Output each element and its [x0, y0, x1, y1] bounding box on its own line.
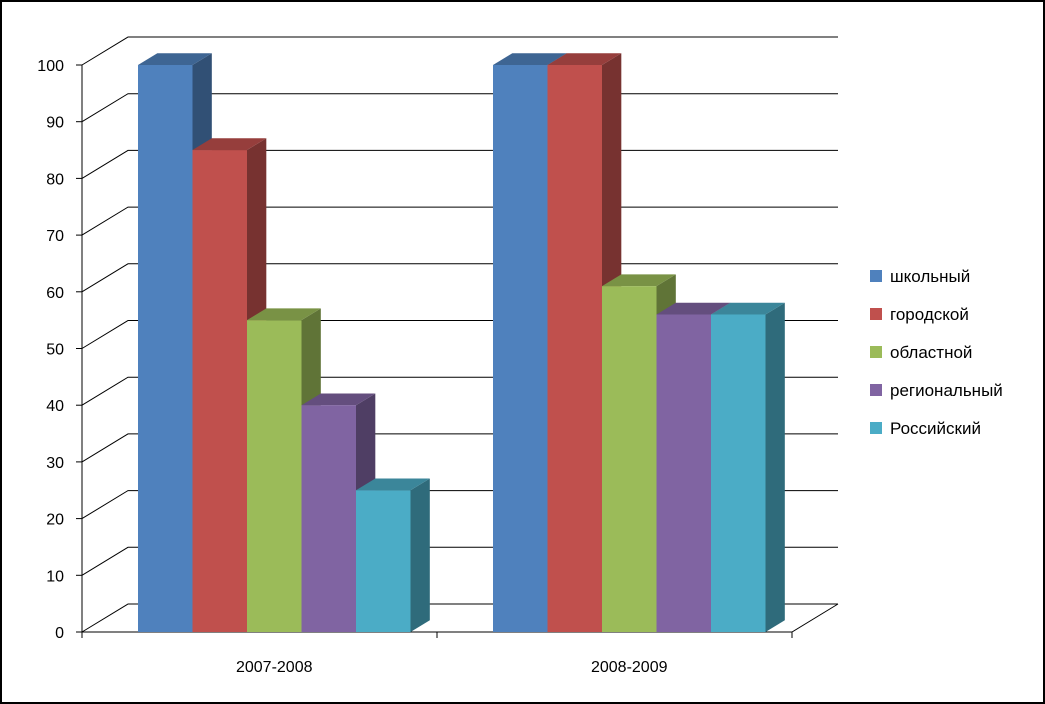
- x-category-labels: 2007-2008 2008-2009: [236, 659, 668, 676]
- y-tick-label-60: 60: [46, 285, 64, 302]
- y-tick-label-100: 100: [37, 58, 64, 75]
- legend-label-3: областной: [890, 343, 972, 362]
- y-tick-label-80: 80: [46, 171, 64, 188]
- legend-item-4: региональный: [870, 381, 1003, 400]
- bar-2-5: [711, 302, 785, 632]
- bar-1-5: [356, 478, 430, 632]
- legend-swatch-3: [870, 346, 882, 358]
- legend: школьный городской областной региональный Ро…: [870, 267, 1003, 438]
- x-category-label-1: 2007-2008: [236, 659, 313, 676]
- legend-label-4: региональный: [890, 381, 1003, 400]
- y-tick-label-30: 30: [46, 455, 64, 472]
- gridline-100: [81, 36, 838, 66]
- legend-label-2: городской: [890, 305, 969, 324]
- legend-item-2: городской: [870, 305, 969, 324]
- x-category-label-2: 2008-2009: [591, 659, 668, 676]
- y-tick-label-70: 70: [46, 228, 64, 245]
- bars-layer: [138, 53, 785, 633]
- legend-swatch-4: [870, 384, 882, 396]
- y-tick-labels: 0 10 20 30 40 50 60 70 80 90 100: [37, 58, 64, 642]
- y-tick-label-10: 10: [46, 568, 64, 585]
- legend-swatch-2: [870, 308, 882, 320]
- y-tick-label-90: 90: [46, 115, 64, 132]
- y-tick-label-20: 20: [46, 512, 64, 529]
- legend-item-1: школьный: [870, 267, 970, 286]
- y-tick-label-50: 50: [46, 342, 64, 359]
- legend-swatch-1: [870, 270, 882, 282]
- y-tick-label-0: 0: [55, 625, 64, 642]
- legend-swatch-5: [870, 422, 882, 434]
- legend-item-3: областной: [870, 343, 972, 362]
- legend-item-5: Российский: [870, 419, 981, 438]
- legend-label-5: Российский: [890, 419, 981, 438]
- legend-label-1: школьный: [890, 267, 970, 286]
- y-tick-label-40: 40: [46, 398, 64, 415]
